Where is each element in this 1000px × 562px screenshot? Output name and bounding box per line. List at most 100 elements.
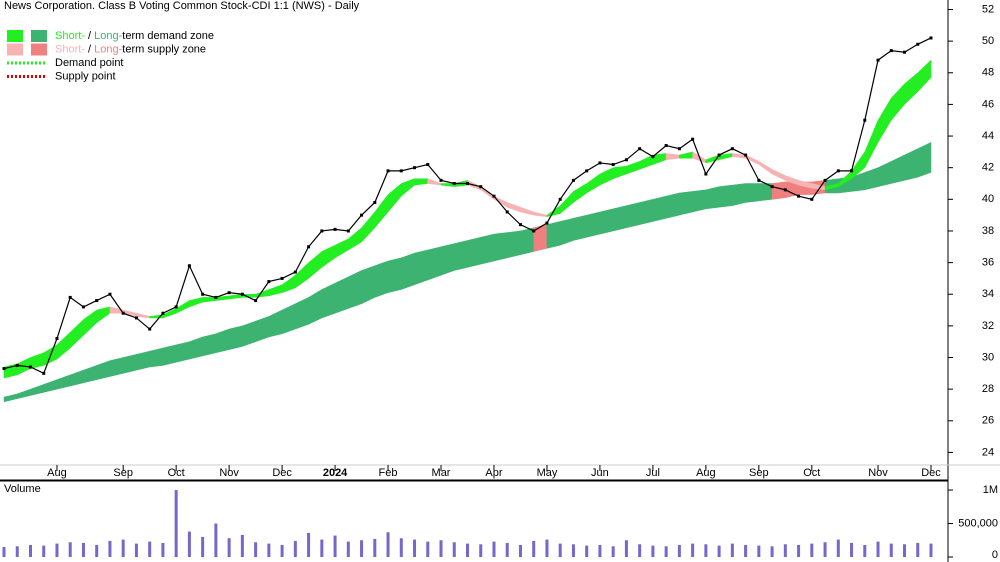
long-term-zone [374,260,389,298]
legend-text: term demand zone [122,30,214,42]
volume-bar [823,542,827,557]
y-tick-label: 26 [982,415,994,427]
volume-bar [201,536,205,557]
long-term-zone [348,270,362,309]
volume-bar [479,544,483,557]
long-term-zone [242,320,256,347]
long-term-zone [705,186,720,210]
volume-bar [863,544,867,557]
volume-bar [108,540,112,557]
price-point [413,166,417,170]
price-point [651,155,655,159]
volume-bar [320,539,324,557]
volume-bar [121,539,125,557]
long-term-zone [440,243,455,276]
legend-swatch [7,43,23,56]
volume-bar [466,543,469,557]
volume-tick-label: 0 [992,549,998,561]
volume-bar [214,523,218,557]
x-tick-label: Aug [696,467,716,479]
zones [3,59,932,403]
price-point [240,292,244,296]
price-point [254,299,258,303]
price-point [797,194,801,198]
price-point [757,178,761,182]
x-tick-label: 2024 [323,467,348,479]
price-point [55,337,59,341]
volume-bar [651,545,655,557]
price-point [903,50,907,54]
volume-bar [307,532,311,557]
volume-bar [744,544,748,557]
long-term-zone [228,325,243,350]
price-point [836,169,840,173]
price-point [889,49,893,53]
price-point [360,213,364,217]
long-term-zone [745,183,760,203]
volume-bar [770,546,774,557]
long-term-zone [692,189,707,213]
long-term-zone [639,199,654,225]
price-point [134,316,138,320]
price-point [161,311,165,315]
x-tick-label: Nov [219,467,239,479]
volume-bar [664,546,668,557]
y-tick-label: 40 [982,193,994,205]
volume-bar [704,544,708,557]
volume-bar [386,532,390,557]
long-term-zone [612,205,627,232]
x-tick-label: Sep [113,467,133,479]
volume-bar [95,544,99,557]
legend-text: / [85,43,94,55]
volume-bar [227,538,231,557]
price-point [770,185,774,189]
price-point [717,153,721,157]
y-tick-label: 32 [982,320,994,332]
volume-tick-label: 1M [983,484,998,496]
legend-swatch [31,30,47,42]
legend-label: Demand point [55,57,124,69]
price-point [730,147,734,151]
long-term-zone [387,257,402,293]
y-tick-label: 28 [982,383,994,395]
volume-bar [267,543,271,557]
x-tick-label: Mar [432,467,451,479]
volume-bar [810,543,814,557]
price-point [307,245,311,249]
long-term-zone [467,236,481,268]
volume-bar [174,490,178,557]
volume-bar [730,543,734,557]
volume-bar [452,542,456,557]
price-point [108,292,112,296]
long-term-zone [718,184,733,208]
volume-bar [624,540,628,557]
long-term-zone [109,357,124,377]
price-point [399,169,403,173]
long-term-zone [334,276,349,314]
long-term-zone [414,249,429,286]
price-point [598,161,602,165]
price-point [638,147,642,151]
price-point [42,371,46,375]
volume-bar [293,540,297,557]
legend-label: Supply point [55,70,116,82]
x-tick-label: Oct [803,467,820,479]
price-point [571,178,575,182]
volume-bar [399,538,403,557]
volume-bar [585,545,589,557]
y-tick-label: 36 [982,257,994,269]
long-term-zone [493,232,508,262]
price-point [293,270,297,274]
price-point [466,182,469,186]
volume-bar [28,544,32,557]
volume-bar [532,540,536,557]
volume-bar [783,544,787,557]
legend-label: Short- / Long-term demand zone [55,30,214,42]
price-point [677,147,681,151]
price-point [121,311,125,315]
legend-text: Long- [94,43,122,55]
volume-bar [903,544,907,557]
volume-bar [439,540,443,557]
